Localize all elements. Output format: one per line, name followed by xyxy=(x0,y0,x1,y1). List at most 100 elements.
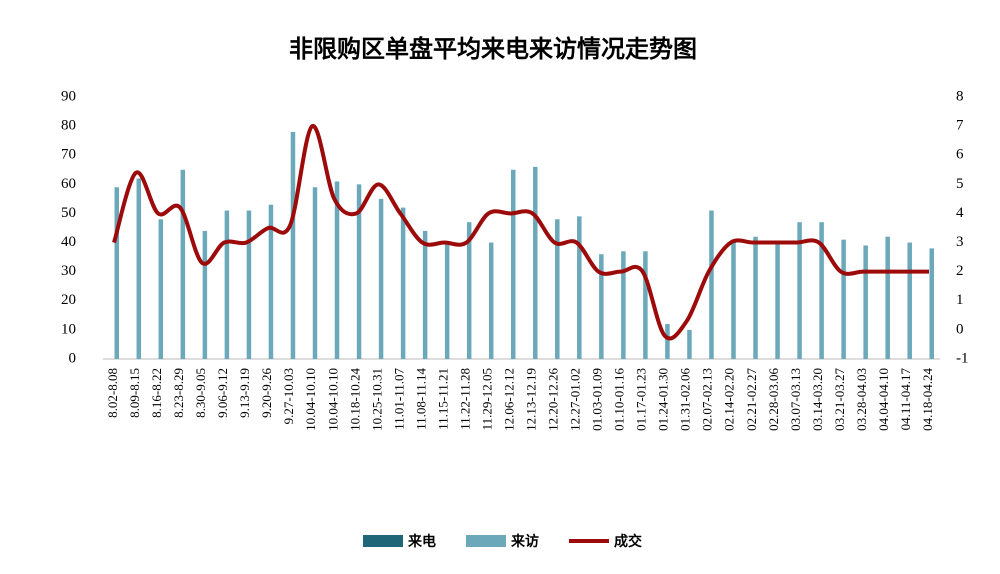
bar xyxy=(797,222,802,359)
y-tick-label: 0 xyxy=(69,350,77,366)
y2-tick-label: 8 xyxy=(956,88,964,104)
legend-swatch xyxy=(363,535,403,547)
bar xyxy=(312,187,318,359)
x-tick-label: 11.01-11.07 xyxy=(391,368,406,430)
y-tick-label: 10 xyxy=(61,321,76,337)
y2-tick-label: 0 xyxy=(956,321,964,337)
bar xyxy=(422,230,428,359)
bar xyxy=(268,204,274,359)
x-tick-label: 01.24-01.30 xyxy=(656,368,671,431)
x-tick-label: 01.17-01.23 xyxy=(634,368,649,431)
x-tick-label: 03.21-03.27 xyxy=(832,368,847,431)
bar xyxy=(533,166,538,359)
x-tick-label: 10.04-10.10 xyxy=(303,368,318,431)
x-tick-label: 03.07-03.13 xyxy=(788,368,803,431)
x-tick-label: 11.29-12.05 xyxy=(479,368,494,430)
x-tick-label: 11.15-11.21 xyxy=(435,368,450,430)
x-tick-label: 9.13-9.19 xyxy=(237,368,252,418)
legend-swatch xyxy=(466,535,506,547)
x-tick-label: 02.14-02.20 xyxy=(722,368,737,431)
line xyxy=(112,124,929,341)
y-tick-label: 90 xyxy=(61,88,76,104)
bar xyxy=(378,198,384,359)
bar xyxy=(841,239,846,359)
bar xyxy=(136,178,142,359)
bar xyxy=(510,169,516,359)
bar xyxy=(907,242,912,359)
bar xyxy=(246,210,252,359)
x-tick-label: 9.27-10.03 xyxy=(281,368,296,424)
bar xyxy=(202,230,208,359)
bar xyxy=(621,251,626,359)
bar xyxy=(929,248,934,359)
y-tick-label: 50 xyxy=(61,205,76,221)
x-tick-label: 04.04-04.10 xyxy=(876,368,891,431)
bar xyxy=(444,242,450,359)
bar xyxy=(488,242,494,359)
x-tick-label: 01.31-02.06 xyxy=(678,368,693,431)
y2-tick-label: 5 xyxy=(956,176,964,192)
y-tick-label: 20 xyxy=(61,292,76,308)
y2-tick-label: 1 xyxy=(956,292,964,308)
bar xyxy=(775,242,780,359)
x-tick-label: 8.09-8.15 xyxy=(127,368,142,418)
x-tick-label: 02.07-02.13 xyxy=(700,368,715,431)
bar xyxy=(334,181,340,359)
y2-tick-label: 7 xyxy=(956,118,964,134)
bar xyxy=(356,184,362,359)
x-tick-label: 8.23-8.29 xyxy=(171,368,186,418)
bar xyxy=(555,219,560,359)
bar xyxy=(643,251,648,359)
x-tick-label: 03.28-04.03 xyxy=(854,368,869,431)
y-tick-label: 70 xyxy=(61,147,76,163)
x-tick-label: 02.28-03.06 xyxy=(766,368,781,431)
y2-tick-label: -1 xyxy=(956,350,969,366)
x-tick-label: 04.11-04.17 xyxy=(898,368,913,431)
y-tick-label: 40 xyxy=(61,234,76,250)
bar xyxy=(665,324,670,359)
x-tick-label: 9.20-9.26 xyxy=(259,368,274,418)
chart-title: 非限购区单盘平均来电来访情况走势图 xyxy=(289,35,697,63)
y-tick-label: 60 xyxy=(61,176,76,192)
bar xyxy=(599,254,604,359)
bar xyxy=(709,210,714,359)
bar xyxy=(687,329,692,359)
x-tick-label: 02.21-02.27 xyxy=(744,368,759,431)
x-tick-label: 01.10-01.16 xyxy=(612,368,627,431)
y-tick-label: 30 xyxy=(61,263,76,279)
x-tick-label: 12.06-12.12 xyxy=(501,368,516,431)
x-tick-label: 8.02-8.08 xyxy=(105,368,120,418)
x-tick-label: 12.20-12.26 xyxy=(546,368,561,431)
x-tick-label: 04.18-04.24 xyxy=(920,368,935,431)
x-tick-label: 10.18-10.24 xyxy=(347,368,362,431)
x-tick-label: 10.25-10.31 xyxy=(369,368,384,431)
bar xyxy=(577,216,582,359)
x-tick-label: 11.22-11.28 xyxy=(457,368,472,430)
x-tick-label: 12.13-12.19 xyxy=(523,368,538,431)
y-tick-label: 80 xyxy=(61,118,76,134)
y2-tick-label: 3 xyxy=(956,234,964,250)
x-tick-label: 8.16-8.22 xyxy=(149,368,164,418)
bar xyxy=(180,169,186,359)
x-tick-label: 12.27-01.02 xyxy=(568,368,583,431)
bar xyxy=(885,236,890,359)
x-tick-label: 9.06-9.12 xyxy=(215,368,230,418)
x-tick-label: 8.30-9.05 xyxy=(193,368,208,418)
bar xyxy=(466,222,472,359)
x-tick-label: 03.14-03.20 xyxy=(810,368,825,431)
x-tick-label: 11.08-11.14 xyxy=(413,368,428,430)
bar xyxy=(400,207,406,359)
legend-label: 来电 xyxy=(407,533,436,550)
legend-label: 来访 xyxy=(510,533,539,550)
bar xyxy=(224,210,230,359)
bar xyxy=(114,187,120,359)
legend-label: 成交 xyxy=(614,533,642,550)
bar xyxy=(819,222,824,359)
bar xyxy=(731,242,736,359)
x-tick-label: 10.04-10.10 xyxy=(325,368,340,431)
bar xyxy=(863,245,868,359)
y2-tick-label: 6 xyxy=(956,147,964,163)
y2-tick-label: 4 xyxy=(956,205,964,221)
bar xyxy=(290,131,296,359)
